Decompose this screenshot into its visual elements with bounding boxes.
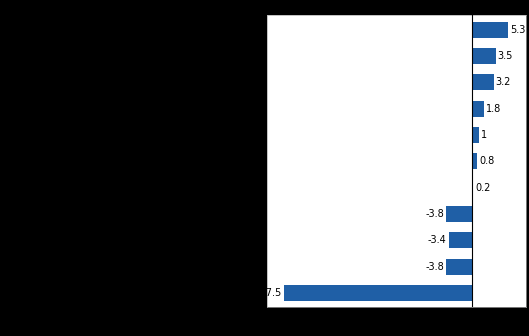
Text: 1: 1 (481, 130, 487, 140)
Bar (472, 48, 496, 64)
Bar (284, 285, 472, 301)
Text: 3.2: 3.2 (496, 77, 511, 87)
Bar (472, 153, 477, 169)
Text: -3.4: -3.4 (428, 235, 446, 245)
Text: -27.5: -27.5 (257, 288, 282, 298)
Text: 5.3: 5.3 (510, 25, 525, 35)
Bar (472, 74, 494, 90)
Bar (446, 206, 472, 222)
Text: -3.8: -3.8 (425, 209, 444, 219)
Bar (449, 233, 472, 248)
Text: -3.8: -3.8 (425, 262, 444, 271)
Text: 0.8: 0.8 (479, 156, 495, 166)
Bar (446, 259, 472, 275)
Bar (472, 101, 484, 117)
Text: 1.8: 1.8 (486, 103, 501, 114)
Bar (472, 22, 508, 38)
Text: 3.5: 3.5 (498, 51, 513, 61)
Bar (472, 127, 479, 143)
Bar (472, 180, 473, 196)
Text: 0.2: 0.2 (475, 182, 490, 193)
